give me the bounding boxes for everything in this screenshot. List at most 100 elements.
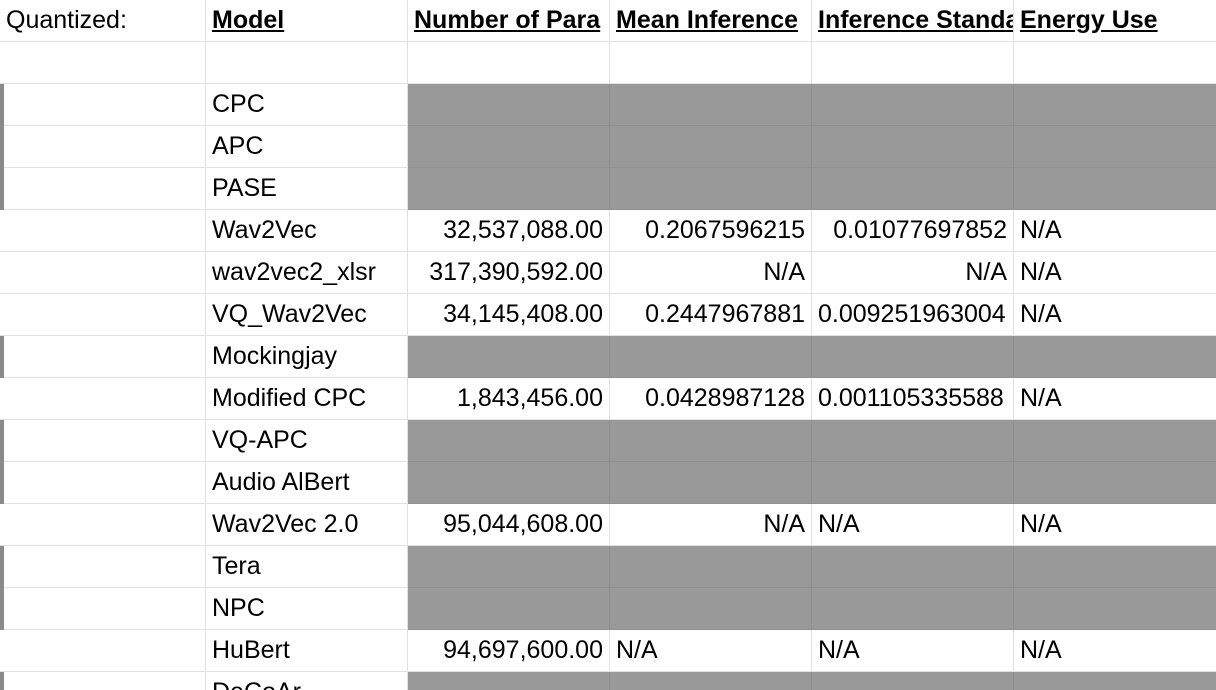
mean-inference-cell[interactable]: 0.2067596215 bbox=[610, 210, 812, 252]
gray-filled-cell[interactable] bbox=[610, 546, 812, 588]
model-name-cell[interactable]: HuBert bbox=[206, 630, 408, 672]
gray-filled-cell[interactable] bbox=[812, 546, 1014, 588]
empty-cell[interactable] bbox=[0, 588, 206, 630]
gray-filled-cell[interactable] bbox=[812, 420, 1014, 462]
params-cell[interactable]: 94,697,600.00 bbox=[408, 630, 610, 672]
empty-cell[interactable] bbox=[0, 546, 206, 588]
col-header-mean-inference[interactable]: Mean Inference bbox=[610, 0, 812, 42]
gray-filled-cell[interactable] bbox=[812, 336, 1014, 378]
params-cell[interactable]: 32,537,088.00 bbox=[408, 210, 610, 252]
empty-cell[interactable] bbox=[0, 210, 206, 252]
empty-cell[interactable] bbox=[0, 420, 206, 462]
model-name-cell[interactable]: wav2vec2_xlsr bbox=[206, 252, 408, 294]
energy-use-cell[interactable]: N/A bbox=[1014, 504, 1216, 546]
gray-filled-cell[interactable] bbox=[408, 588, 610, 630]
energy-use-cell[interactable]: N/A bbox=[1014, 630, 1216, 672]
gray-filled-cell[interactable] bbox=[408, 168, 610, 210]
gray-filled-cell[interactable] bbox=[1014, 672, 1216, 690]
empty-cell[interactable] bbox=[0, 336, 206, 378]
gray-filled-cell[interactable] bbox=[408, 420, 610, 462]
empty-cell[interactable] bbox=[0, 252, 206, 294]
empty-cell[interactable] bbox=[206, 42, 408, 84]
energy-use-cell[interactable]: N/A bbox=[1014, 252, 1216, 294]
gray-filled-cell[interactable] bbox=[812, 672, 1014, 690]
inference-std-cell[interactable]: N/A bbox=[812, 252, 1014, 294]
gray-filled-cell[interactable] bbox=[610, 84, 812, 126]
empty-cell[interactable] bbox=[0, 504, 206, 546]
gray-filled-cell[interactable] bbox=[1014, 126, 1216, 168]
empty-cell[interactable] bbox=[0, 168, 206, 210]
gray-filled-cell[interactable] bbox=[408, 126, 610, 168]
mean-inference-cell[interactable]: N/A bbox=[610, 504, 812, 546]
inference-std-cell[interactable]: 0.009251963004 bbox=[812, 294, 1014, 336]
params-cell[interactable]: 95,044,608.00 bbox=[408, 504, 610, 546]
gray-filled-cell[interactable] bbox=[1014, 588, 1216, 630]
model-name-cell[interactable]: Mockingjay bbox=[206, 336, 408, 378]
gray-filled-cell[interactable] bbox=[812, 126, 1014, 168]
empty-cell[interactable] bbox=[1014, 42, 1216, 84]
mean-inference-cell[interactable]: 0.2447967881 bbox=[610, 294, 812, 336]
model-name-cell[interactable]: DeCoAr bbox=[206, 672, 408, 690]
energy-use-cell[interactable]: N/A bbox=[1014, 378, 1216, 420]
gray-filled-cell[interactable] bbox=[408, 462, 610, 504]
mean-inference-cell[interactable]: N/A bbox=[610, 630, 812, 672]
col-header-model[interactable]: Model bbox=[206, 0, 408, 42]
gray-filled-cell[interactable] bbox=[610, 420, 812, 462]
gray-filled-cell[interactable] bbox=[610, 588, 812, 630]
model-name-cell[interactable]: CPC bbox=[206, 84, 408, 126]
empty-cell[interactable] bbox=[0, 378, 206, 420]
model-name-cell[interactable]: Wav2Vec 2.0 bbox=[206, 504, 408, 546]
gray-filled-cell[interactable] bbox=[610, 672, 812, 690]
model-name-cell[interactable]: VQ_Wav2Vec bbox=[206, 294, 408, 336]
empty-cell[interactable] bbox=[408, 42, 610, 84]
gray-filled-cell[interactable] bbox=[1014, 336, 1216, 378]
gray-filled-cell[interactable] bbox=[812, 588, 1014, 630]
col-header-energy-use[interactable]: Energy Use bbox=[1014, 0, 1216, 42]
col-header-inference-std[interactable]: Inference Standa bbox=[812, 0, 1014, 42]
model-name-cell[interactable]: VQ-APC bbox=[206, 420, 408, 462]
inference-std-cell[interactable]: N/A bbox=[812, 630, 1014, 672]
col-header-params[interactable]: Number of Para bbox=[408, 0, 610, 42]
model-name-cell[interactable]: Tera bbox=[206, 546, 408, 588]
empty-cell[interactable] bbox=[0, 294, 206, 336]
gray-filled-cell[interactable] bbox=[1014, 84, 1216, 126]
energy-use-cell[interactable]: N/A bbox=[1014, 294, 1216, 336]
gray-filled-cell[interactable] bbox=[812, 462, 1014, 504]
inference-std-cell[interactable]: 0.01077697852 bbox=[812, 210, 1014, 252]
gray-filled-cell[interactable] bbox=[1014, 462, 1216, 504]
params-cell[interactable]: 34,145,408.00 bbox=[408, 294, 610, 336]
mean-inference-cell[interactable]: 0.0428987128 bbox=[610, 378, 812, 420]
gray-filled-cell[interactable] bbox=[1014, 168, 1216, 210]
gray-filled-cell[interactable] bbox=[1014, 420, 1216, 462]
mean-inference-cell[interactable]: N/A bbox=[610, 252, 812, 294]
model-name-cell[interactable]: PASE bbox=[206, 168, 408, 210]
gray-filled-cell[interactable] bbox=[610, 336, 812, 378]
empty-cell[interactable] bbox=[610, 42, 812, 84]
energy-use-cell[interactable]: N/A bbox=[1014, 210, 1216, 252]
empty-cell[interactable] bbox=[0, 126, 206, 168]
params-cell[interactable]: 1,843,456.00 bbox=[408, 378, 610, 420]
model-name-cell[interactable]: NPC bbox=[206, 588, 408, 630]
empty-cell[interactable] bbox=[0, 672, 206, 690]
gray-filled-cell[interactable] bbox=[812, 168, 1014, 210]
model-name-cell[interactable]: Audio AlBert bbox=[206, 462, 408, 504]
gray-filled-cell[interactable] bbox=[408, 84, 610, 126]
empty-cell[interactable] bbox=[812, 42, 1014, 84]
quantized-label[interactable]: Quantized: bbox=[0, 0, 206, 42]
empty-cell[interactable] bbox=[0, 84, 206, 126]
gray-filled-cell[interactable] bbox=[610, 168, 812, 210]
empty-cell[interactable] bbox=[0, 462, 206, 504]
model-name-cell[interactable]: APC bbox=[206, 126, 408, 168]
gray-filled-cell[interactable] bbox=[610, 462, 812, 504]
gray-filled-cell[interactable] bbox=[812, 84, 1014, 126]
model-name-cell[interactable]: Modified CPC bbox=[206, 378, 408, 420]
empty-cell[interactable] bbox=[0, 630, 206, 672]
gray-filled-cell[interactable] bbox=[610, 126, 812, 168]
empty-cell[interactable] bbox=[0, 42, 206, 84]
params-cell[interactable]: 317,390,592.00 bbox=[408, 252, 610, 294]
gray-filled-cell[interactable] bbox=[408, 336, 610, 378]
gray-filled-cell[interactable] bbox=[408, 546, 610, 588]
inference-std-cell[interactable]: N/A bbox=[812, 504, 1014, 546]
gray-filled-cell[interactable] bbox=[1014, 546, 1216, 588]
gray-filled-cell[interactable] bbox=[408, 672, 610, 690]
